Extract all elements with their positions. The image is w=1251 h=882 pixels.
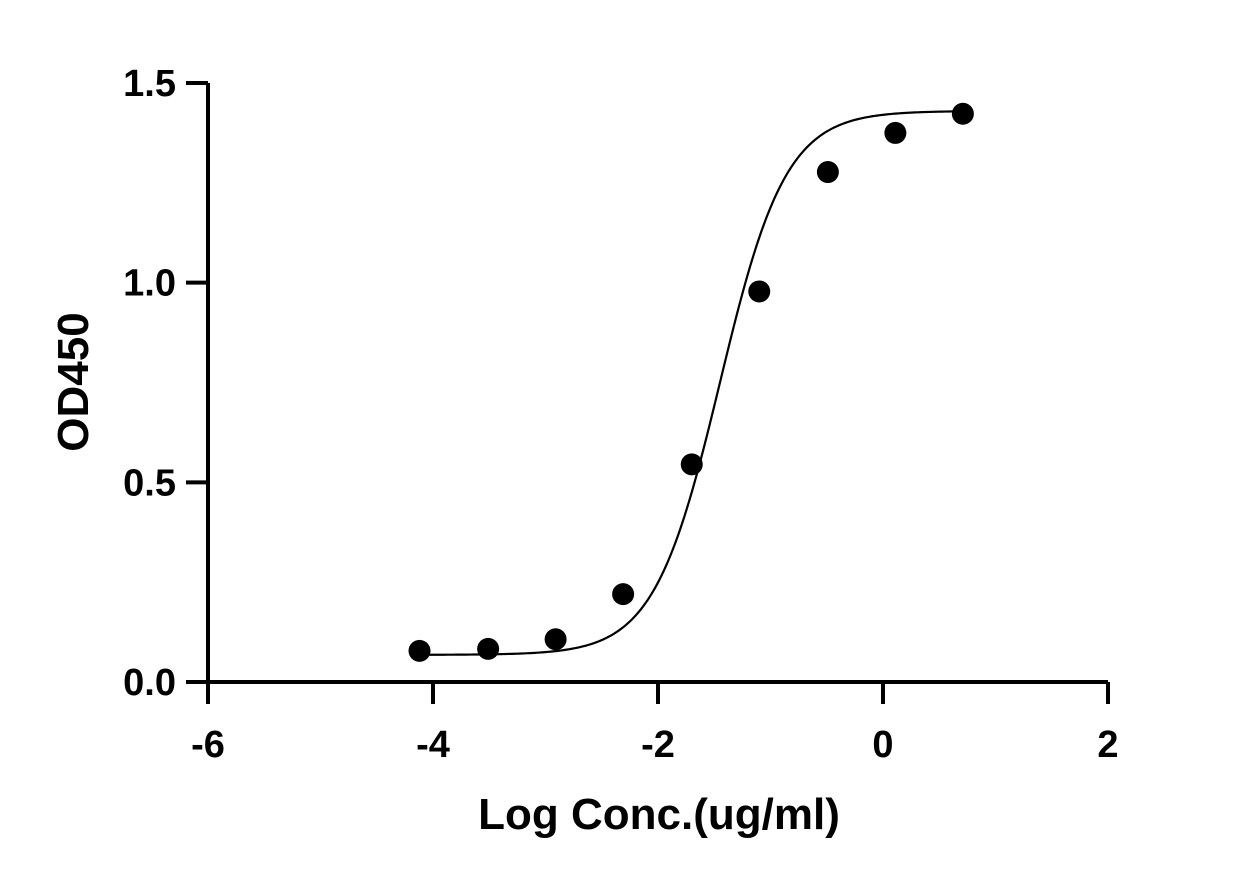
data-point bbox=[408, 639, 431, 662]
data-point bbox=[680, 453, 703, 476]
y-axis-title: OD450 bbox=[49, 312, 98, 451]
data-point bbox=[816, 161, 839, 184]
x-axis-title: Log Conc.(ug/ml) bbox=[478, 790, 840, 839]
data-point bbox=[477, 637, 500, 660]
data-point bbox=[544, 628, 567, 651]
axes bbox=[206, 83, 1108, 684]
x-tick-label: -6 bbox=[191, 724, 225, 766]
y-tick-label: 0.5 bbox=[123, 462, 176, 504]
x-tick-label: 2 bbox=[1097, 724, 1118, 766]
data-point bbox=[951, 102, 974, 125]
x-tick-label: -4 bbox=[416, 724, 450, 766]
x-ticks: -6 -4 -2 0 2 bbox=[191, 682, 1119, 766]
x-tick-label: 0 bbox=[872, 724, 893, 766]
y-tick-label: 1.5 bbox=[123, 63, 176, 105]
data-points bbox=[408, 102, 974, 662]
data-point bbox=[748, 280, 771, 303]
y-ticks: 0.0 0.5 1.0 1.5 bbox=[123, 63, 208, 704]
fit-curve bbox=[419, 110, 963, 656]
y-tick-label: 0.0 bbox=[123, 662, 176, 704]
x-tick-label: -2 bbox=[641, 724, 675, 766]
data-point bbox=[612, 583, 635, 606]
data-point bbox=[884, 121, 907, 144]
y-tick-label: 1.0 bbox=[123, 263, 176, 305]
